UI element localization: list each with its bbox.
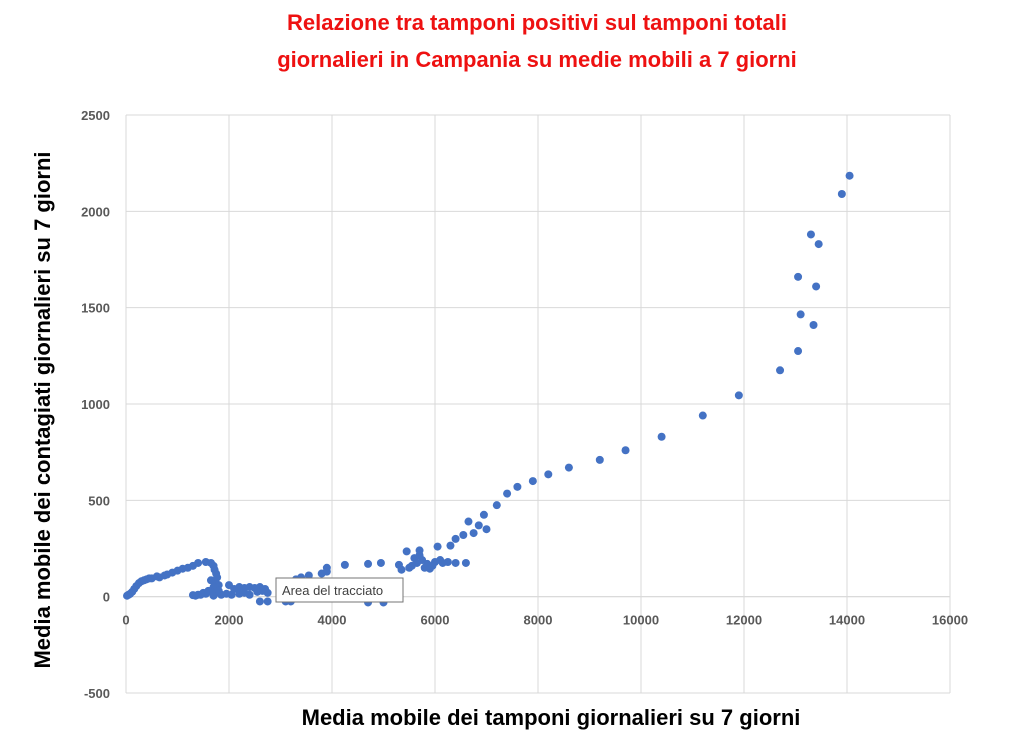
scatter-point bbox=[263, 588, 272, 597]
data-points bbox=[123, 171, 854, 607]
scatter-point bbox=[194, 558, 203, 567]
scatter-point bbox=[433, 542, 442, 551]
scatter-point bbox=[595, 455, 604, 464]
scatter-point bbox=[443, 557, 452, 566]
scatter-point bbox=[245, 590, 254, 599]
y-axis-title: Media mobile dei contagiati giornalieri … bbox=[30, 151, 55, 668]
plot-area-tooltip: Area del tracciato bbox=[275, 577, 404, 603]
x-axis-title: Media mobile dei tamponi giornalieri su … bbox=[302, 705, 801, 730]
scatter-point bbox=[464, 517, 473, 526]
scatter-point bbox=[776, 366, 785, 375]
y-axis-ticks: -500 0 500 1000 1500 2000 2500 bbox=[81, 108, 110, 701]
scatter-point bbox=[304, 571, 313, 580]
y-tick-label: -500 bbox=[84, 686, 110, 701]
scatter-point bbox=[263, 597, 272, 606]
x-tick-label: 14000 bbox=[829, 613, 865, 628]
scatter-point bbox=[513, 482, 522, 491]
scatter-point bbox=[796, 310, 805, 319]
scatter-point bbox=[479, 510, 488, 519]
scatter-point bbox=[657, 432, 666, 441]
scatter-point bbox=[503, 489, 512, 498]
tooltip-label: Area del tracciato bbox=[282, 583, 383, 598]
x-tick-label: 8000 bbox=[524, 613, 553, 628]
scatter-point bbox=[845, 171, 854, 180]
x-tick-label: 16000 bbox=[932, 613, 968, 628]
scatter-point bbox=[451, 558, 460, 567]
scatter-point bbox=[209, 591, 218, 600]
x-tick-label: 12000 bbox=[726, 613, 762, 628]
scatter-point bbox=[806, 230, 815, 239]
y-tick-label: 2500 bbox=[81, 108, 110, 123]
x-tick-label: 6000 bbox=[421, 613, 450, 628]
scatter-point bbox=[809, 321, 818, 330]
scatter-point bbox=[474, 521, 483, 530]
scatter-point bbox=[376, 558, 385, 567]
x-tick-label: 0 bbox=[122, 613, 129, 628]
scatter-point bbox=[340, 560, 349, 569]
x-tick-label: 10000 bbox=[623, 613, 659, 628]
x-tick-label: 4000 bbox=[318, 613, 347, 628]
y-tick-label: 500 bbox=[88, 493, 110, 508]
scatter-point bbox=[459, 531, 468, 540]
scatter-point bbox=[322, 563, 331, 572]
scatter-point bbox=[812, 282, 821, 291]
scatter-point bbox=[544, 470, 553, 479]
scatter-point bbox=[364, 559, 373, 568]
scatter-point bbox=[794, 272, 803, 281]
chart-title-line1: Relazione tra tamponi positivi sul tampo… bbox=[287, 10, 787, 35]
scatter-point bbox=[564, 463, 573, 472]
scatter-point bbox=[461, 558, 470, 567]
chart-title-line2: giornalieri in Campania su medie mobili … bbox=[277, 47, 797, 72]
scatter-point bbox=[621, 446, 630, 455]
scatter-point bbox=[814, 240, 823, 249]
y-tick-label: 1000 bbox=[81, 397, 110, 412]
scatter-point bbox=[255, 597, 264, 606]
scatter-point bbox=[188, 591, 197, 600]
scatter-point bbox=[446, 541, 455, 550]
scatter-point bbox=[469, 529, 478, 538]
scatter-point bbox=[837, 189, 846, 198]
scatter-point bbox=[204, 586, 213, 595]
gridlines bbox=[125, 114, 951, 694]
scatter-point bbox=[698, 411, 707, 420]
scatter-point bbox=[402, 547, 411, 556]
x-tick-label: 2000 bbox=[215, 613, 244, 628]
scatter-point bbox=[397, 565, 406, 574]
scatter-point bbox=[482, 525, 491, 534]
scatter-point bbox=[528, 477, 537, 486]
scatter-point bbox=[734, 391, 743, 400]
scatter-point bbox=[794, 347, 803, 356]
scatter-point bbox=[451, 534, 460, 543]
y-tick-label: 0 bbox=[103, 590, 110, 605]
x-axis-ticks: 0 2000 4000 6000 8000 10000 12000 14000 16000 bbox=[122, 613, 968, 628]
y-tick-label: 1500 bbox=[81, 301, 110, 316]
y-tick-label: 2000 bbox=[81, 204, 110, 219]
scatter-point bbox=[415, 546, 424, 555]
scatter-point bbox=[492, 501, 501, 510]
